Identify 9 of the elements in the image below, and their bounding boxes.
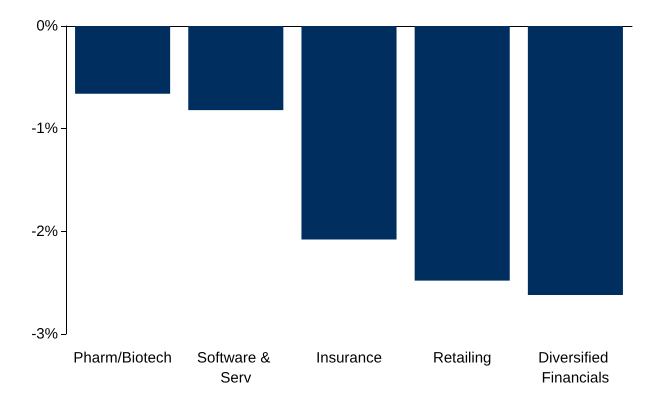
- x-tick-label: Software & Serv: [197, 350, 275, 386]
- y-tick-label: 0%: [36, 18, 58, 34]
- x-tick-label: Retailing: [433, 350, 492, 366]
- x-tick-label: Diversified Financials: [538, 350, 612, 386]
- x-tick-label: Insurance: [316, 350, 382, 366]
- y-tick-label: -3%: [31, 326, 58, 342]
- x-tick-label: Pharm/Biotech: [73, 350, 172, 366]
- y-tick-label: -1%: [31, 120, 58, 138]
- y-tick-label: -2%: [31, 222, 58, 240]
